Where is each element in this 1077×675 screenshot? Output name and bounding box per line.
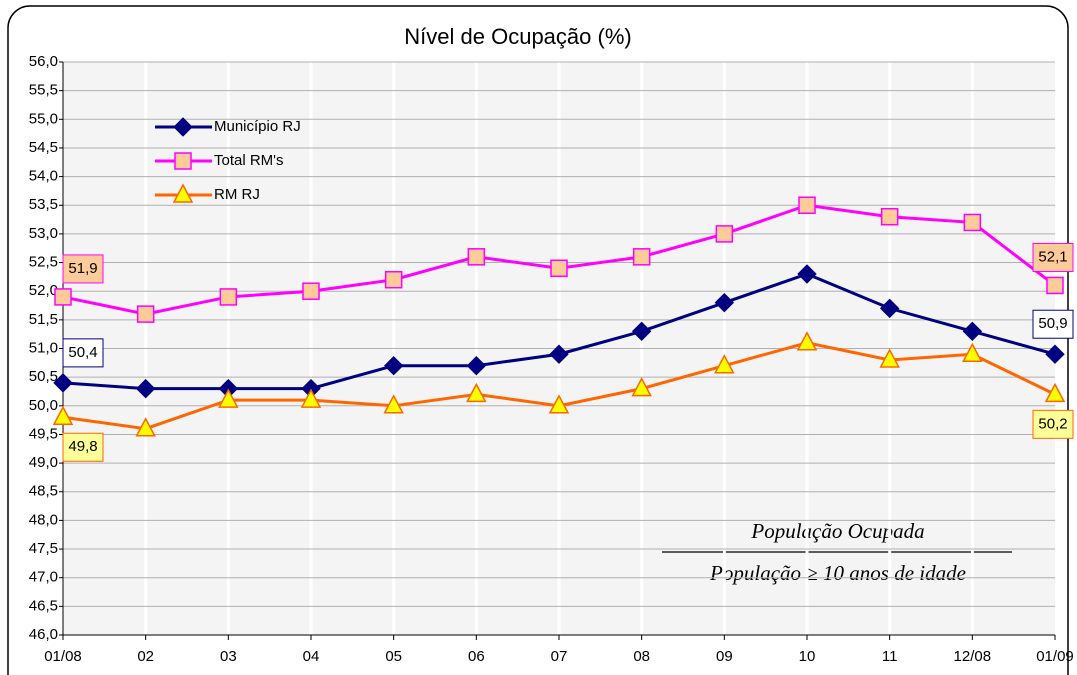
- point: [54, 288, 72, 306]
- y-tick-label: 52,5: [29, 254, 58, 271]
- point: [962, 342, 983, 362]
- point: [135, 417, 156, 437]
- point: [714, 292, 735, 313]
- point: [632, 248, 651, 266]
- data-label-box: [62, 254, 104, 284]
- point: [466, 355, 487, 376]
- data-label: 50,4: [68, 344, 97, 361]
- y-tick-label: 54,5: [29, 139, 58, 156]
- legend-label: Total RM's: [214, 152, 284, 169]
- y-tick-label: 48,5: [29, 483, 58, 500]
- data-label-box: [62, 432, 104, 462]
- x-tick-label: 06: [468, 648, 485, 665]
- y-tick-label: 54,0: [29, 168, 58, 185]
- y-tick-label: 55,5: [29, 82, 58, 99]
- formula-numerator: População Ocupada: [750, 519, 924, 543]
- y-tick-label: 56,0: [29, 53, 58, 70]
- point: [466, 382, 487, 403]
- x-tick-label: 04: [303, 648, 320, 665]
- chart-title: Nível de Ocupação (%): [404, 24, 631, 49]
- point: [714, 354, 735, 374]
- y-tick-label: 53,5: [29, 196, 58, 213]
- x-tick-label: 12/08: [954, 648, 992, 665]
- point: [798, 196, 816, 214]
- x-tick-label: 11: [882, 648, 898, 665]
- data-label-box: [1032, 242, 1074, 272]
- point: [135, 378, 156, 399]
- point: [136, 305, 155, 323]
- y-tick-label: 48,0: [29, 511, 58, 528]
- point: [796, 331, 818, 351]
- x-tick-label: 08: [633, 648, 650, 665]
- point: [880, 207, 899, 226]
- x-tick-label: 03: [220, 648, 237, 665]
- y-tick-label: 52,0: [29, 282, 58, 299]
- point: [963, 213, 982, 232]
- y-tick-label: 53,0: [29, 225, 58, 242]
- y-tick-label: 46,0: [29, 626, 58, 643]
- data-label: 50,2: [1038, 415, 1067, 432]
- legend-marker: [173, 117, 193, 137]
- y-tick-label: 55,0: [29, 110, 58, 127]
- x-tick-label: 10: [799, 648, 816, 665]
- y-tick-label: 50,0: [29, 397, 58, 414]
- x-tick-label: 01/08: [44, 648, 82, 665]
- point: [300, 388, 322, 408]
- point: [549, 344, 569, 364]
- x-tick-label: 07: [551, 648, 568, 665]
- point: [1046, 276, 1064, 295]
- data-label-box: [1032, 409, 1074, 439]
- x-tick-label: 01/09: [1036, 648, 1074, 665]
- point: [962, 321, 983, 342]
- y-tick-label: 49,0: [29, 454, 58, 471]
- point: [631, 377, 652, 397]
- legend-label: Município RJ: [214, 118, 301, 135]
- point: [879, 348, 900, 368]
- point: [219, 288, 238, 306]
- point: [383, 394, 404, 414]
- y-tick-label: 50,5: [29, 368, 58, 385]
- point: [467, 248, 486, 266]
- point: [879, 298, 900, 319]
- y-tick-label: 46,5: [29, 597, 58, 614]
- point: [631, 321, 652, 342]
- point: [302, 282, 320, 300]
- point: [52, 405, 74, 426]
- point: [218, 388, 239, 408]
- y-tick-label: 47,0: [29, 569, 58, 586]
- point: [1044, 382, 1066, 403]
- point: [550, 259, 568, 278]
- legend-label: RM RJ: [214, 186, 260, 203]
- data-label: 50,9: [1038, 315, 1067, 332]
- point: [384, 270, 403, 289]
- data-label: 49,8: [68, 438, 97, 455]
- point: [1045, 344, 1065, 364]
- formula-denominator: População ≥ 10 anos de idade: [709, 561, 966, 585]
- x-tick-label: 02: [137, 648, 154, 665]
- point: [53, 373, 73, 393]
- y-tick-label: 49,5: [29, 425, 58, 442]
- x-tick-label: 05: [385, 648, 402, 665]
- data-label: 51,9: [68, 260, 97, 277]
- data-label-box: [1032, 309, 1074, 339]
- point: [715, 225, 734, 243]
- y-tick-label: 47,5: [29, 540, 58, 557]
- legend-marker: [174, 152, 192, 170]
- point: [548, 394, 570, 414]
- data-label-box: [62, 338, 104, 368]
- point: [383, 355, 404, 376]
- x-tick-label: 09: [716, 648, 733, 665]
- data-label: 52,1: [1038, 248, 1067, 265]
- point: [797, 264, 817, 284]
- y-tick-label: 51,0: [29, 339, 58, 356]
- y-tick-label: 51,5: [29, 311, 58, 328]
- legend-marker: [172, 183, 194, 203]
